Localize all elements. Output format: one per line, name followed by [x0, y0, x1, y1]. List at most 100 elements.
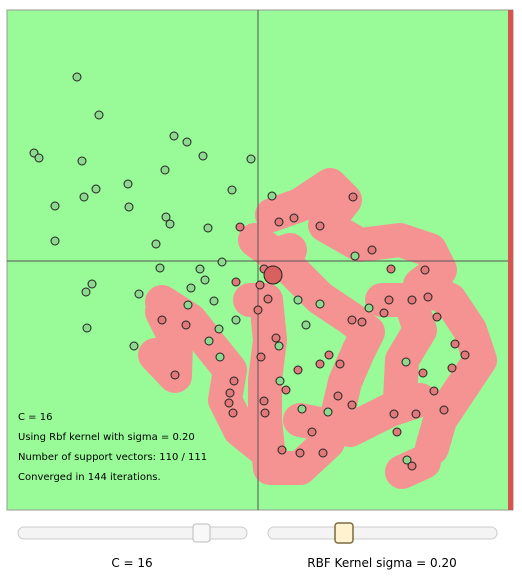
data-point[interactable]	[447, 363, 457, 373]
data-point[interactable]	[198, 151, 208, 161]
data-point[interactable]	[293, 365, 303, 375]
data-point[interactable]	[392, 427, 402, 437]
data-point[interactable]	[324, 350, 334, 360]
data-point[interactable]	[301, 320, 311, 330]
data-point[interactable]	[94, 110, 104, 120]
data-point[interactable]	[82, 323, 92, 333]
data-point[interactable]	[183, 300, 193, 310]
data-point[interactable]	[134, 289, 144, 299]
data-point[interactable]	[347, 400, 357, 410]
data-point[interactable]	[386, 264, 396, 274]
data-point[interactable]	[259, 396, 269, 406]
data-point[interactable]	[295, 448, 305, 458]
data-point[interactable]	[214, 324, 224, 334]
data-point[interactable]	[411, 409, 421, 419]
data-point[interactable]	[182, 137, 192, 147]
data-point[interactable]	[200, 275, 210, 285]
data-point[interactable]	[157, 315, 167, 325]
data-point[interactable]	[348, 192, 358, 202]
data-point[interactable]	[34, 153, 44, 163]
data-point[interactable]	[379, 308, 389, 318]
data-point[interactable]	[423, 292, 433, 302]
data-point[interactable]	[181, 320, 191, 330]
data-point[interactable]	[260, 408, 270, 418]
data-point[interactable]	[161, 212, 171, 222]
data-point[interactable]	[357, 317, 367, 327]
data-point[interactable]	[315, 359, 325, 369]
data-point[interactable]	[124, 202, 134, 212]
data-point[interactable]	[420, 265, 430, 275]
data-point[interactable]	[203, 223, 213, 233]
data-point[interactable]	[186, 283, 196, 293]
data-point[interactable]	[225, 388, 235, 398]
data-point[interactable]	[407, 295, 417, 305]
data-point[interactable]	[235, 222, 245, 232]
data-point[interactable]	[87, 279, 97, 289]
data-point[interactable]	[217, 257, 227, 267]
data-point[interactable]	[195, 264, 205, 274]
data-point[interactable]	[293, 295, 303, 305]
data-point[interactable]	[50, 236, 60, 246]
data-point[interactable]	[227, 185, 237, 195]
data-point[interactable]	[267, 191, 277, 201]
data-point[interactable]	[81, 287, 91, 297]
data-point[interactable]	[263, 294, 273, 304]
data-point[interactable]	[274, 217, 284, 227]
data-point[interactable]	[263, 265, 283, 285]
data-point[interactable]	[315, 299, 325, 309]
data-point[interactable]	[209, 296, 219, 306]
data-point[interactable]	[401, 357, 411, 367]
data-point[interactable]	[289, 213, 299, 223]
data-point[interactable]	[335, 359, 345, 369]
data-point[interactable]	[169, 131, 179, 141]
data-point[interactable]	[429, 386, 439, 396]
data-point[interactable]	[271, 333, 281, 343]
data-point[interactable]	[79, 192, 89, 202]
c-slider-thumb[interactable]	[192, 523, 211, 543]
data-point[interactable]	[333, 391, 343, 401]
data-point[interactable]	[165, 219, 175, 229]
data-point[interactable]	[350, 251, 360, 261]
data-point[interactable]	[224, 398, 234, 408]
data-point[interactable]	[231, 315, 241, 325]
data-point[interactable]	[151, 239, 161, 249]
data-point[interactable]	[274, 341, 284, 351]
data-point[interactable]	[432, 312, 442, 322]
data-point[interactable]	[318, 448, 328, 458]
data-point[interactable]	[307, 427, 317, 437]
data-point[interactable]	[91, 184, 101, 194]
data-point[interactable]	[275, 376, 285, 386]
data-point[interactable]	[77, 156, 87, 166]
data-point[interactable]	[460, 350, 470, 360]
data-point[interactable]	[229, 376, 239, 386]
data-point[interactable]	[246, 154, 256, 164]
data-point[interactable]	[297, 404, 307, 414]
data-point[interactable]	[253, 305, 263, 315]
data-point[interactable]	[50, 201, 60, 211]
sigma-slider-track[interactable]	[267, 526, 498, 540]
data-point[interactable]	[407, 461, 417, 471]
data-point[interactable]	[204, 336, 214, 346]
data-point[interactable]	[170, 370, 180, 380]
data-point[interactable]	[439, 405, 449, 415]
data-point[interactable]	[129, 341, 139, 351]
data-point[interactable]	[160, 165, 170, 175]
data-point[interactable]	[402, 455, 412, 465]
data-point[interactable]	[231, 277, 241, 287]
data-point[interactable]	[228, 408, 238, 418]
data-point[interactable]	[450, 339, 460, 349]
data-point[interactable]	[155, 263, 165, 273]
data-point[interactable]	[347, 315, 357, 325]
data-point[interactable]	[277, 445, 287, 455]
data-point[interactable]	[256, 352, 266, 362]
data-point[interactable]	[215, 352, 225, 362]
data-point[interactable]	[367, 245, 377, 255]
sigma-slider-thumb[interactable]	[334, 522, 354, 544]
data-point[interactable]	[72, 72, 82, 82]
data-point[interactable]	[281, 385, 291, 395]
data-point[interactable]	[418, 368, 428, 378]
data-point[interactable]	[255, 280, 265, 290]
data-point[interactable]	[384, 295, 394, 305]
c-slider-track[interactable]	[17, 526, 248, 540]
data-point[interactable]	[389, 409, 399, 419]
